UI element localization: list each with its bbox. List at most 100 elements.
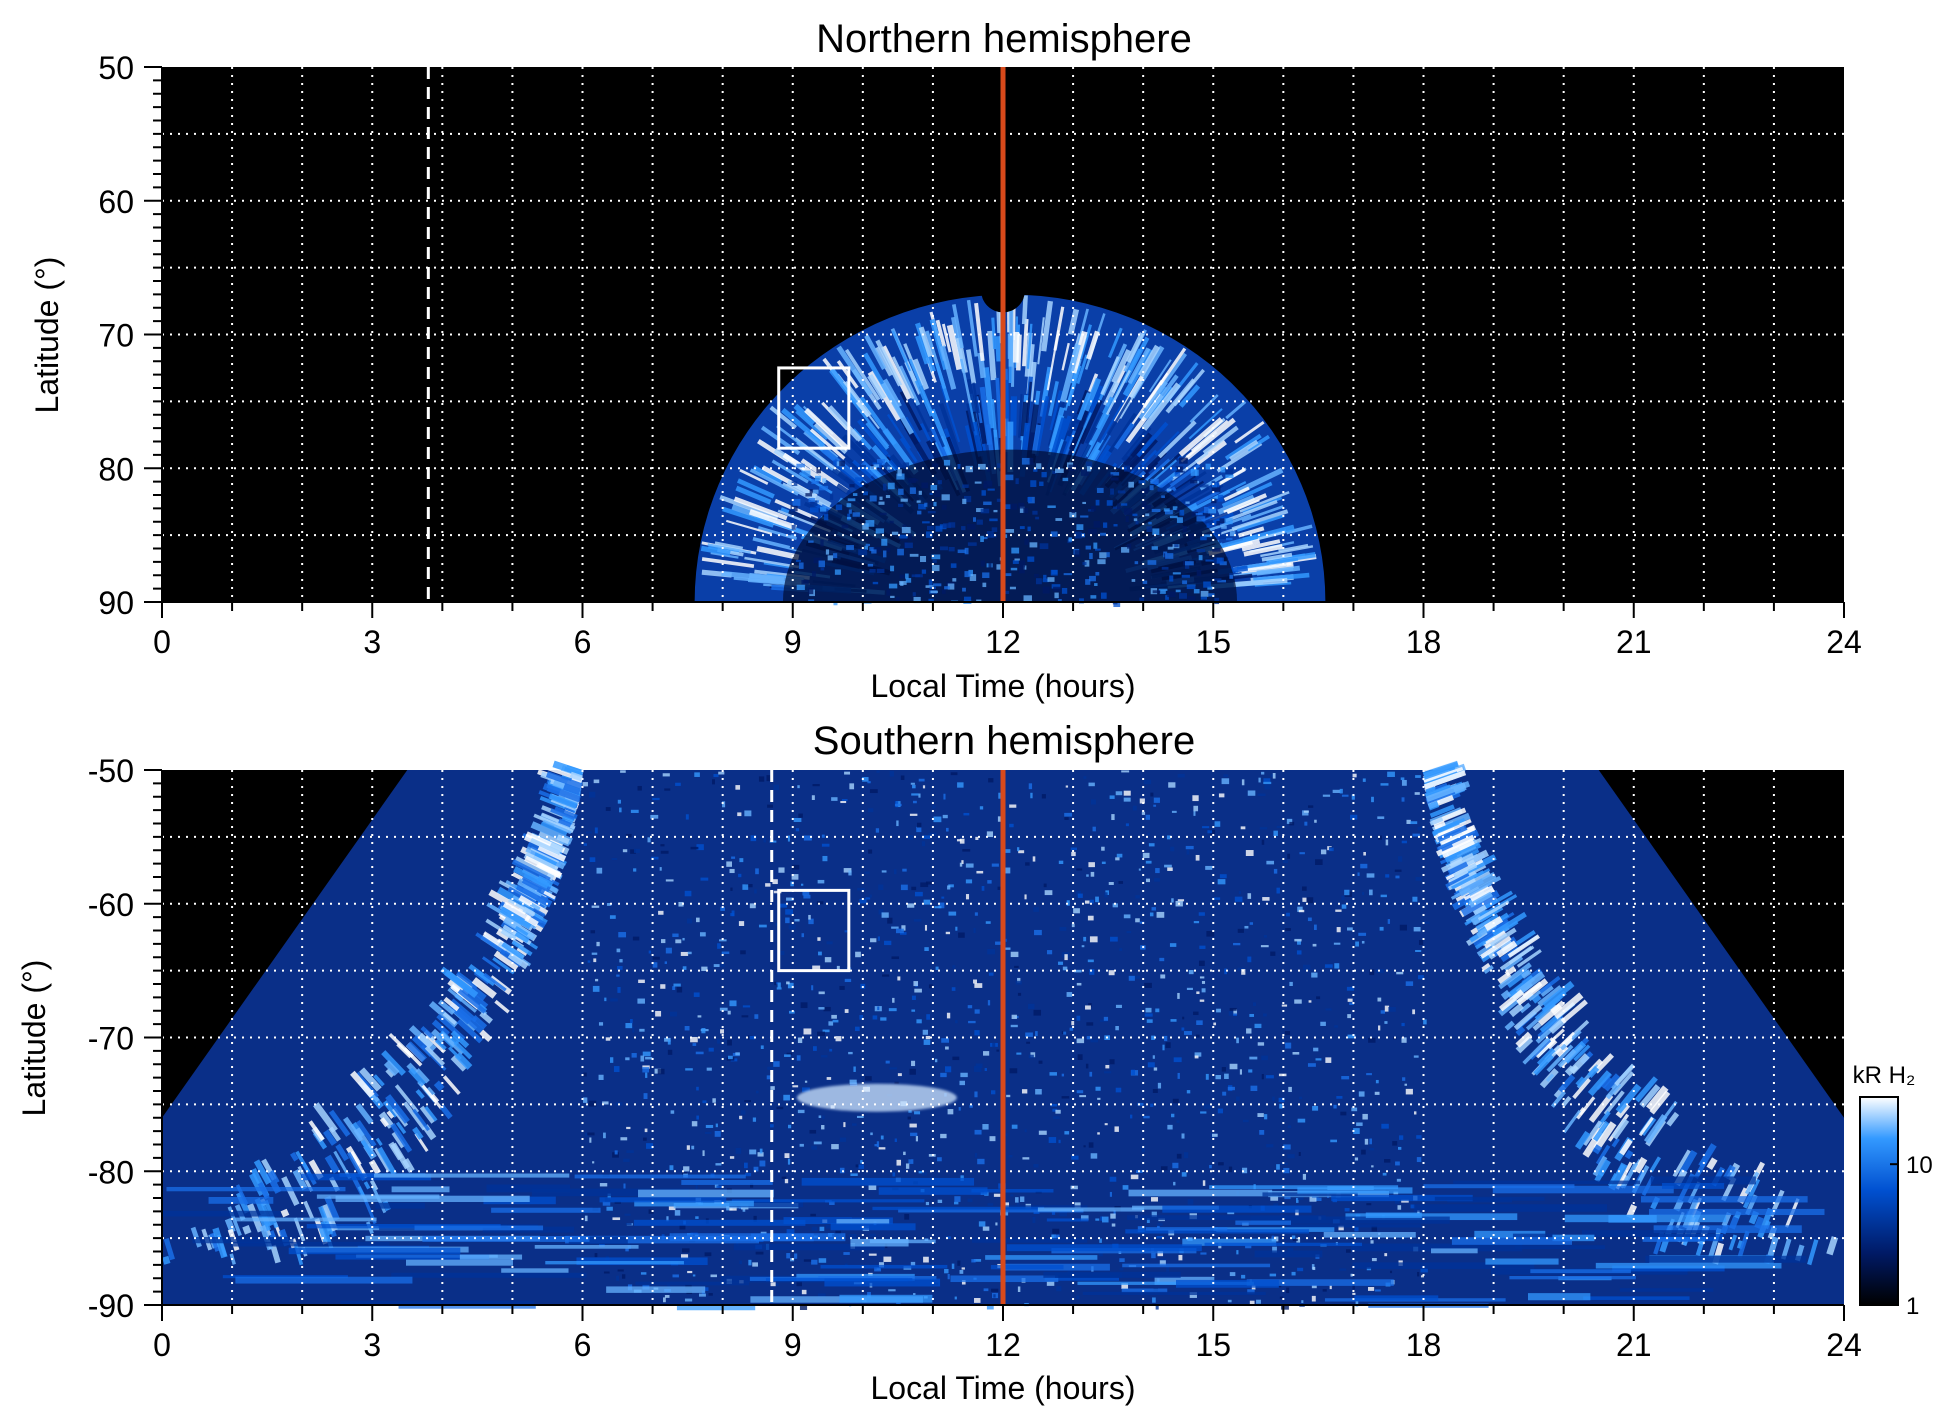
north-speckle	[929, 492, 933, 495]
south-arc-streak	[515, 883, 553, 908]
south-speckle	[1276, 887, 1280, 894]
south-speckle	[1311, 1264, 1315, 1270]
south-speckle	[680, 951, 689, 956]
north-streak	[915, 335, 930, 365]
north-speckle	[896, 473, 905, 480]
south-speckle	[821, 843, 830, 847]
south-speckle	[1109, 795, 1115, 799]
x-tick-label: 6	[574, 1327, 592, 1363]
south-speckle	[918, 793, 921, 798]
south-speckle	[1394, 1199, 1400, 1204]
north-speckle	[1041, 471, 1047, 478]
south-polar-streak	[681, 1179, 773, 1185]
north-speckle	[808, 599, 815, 603]
south-speckle	[596, 867, 603, 874]
south-speckle	[1352, 1292, 1356, 1295]
south-speckle	[878, 1147, 886, 1150]
north-speckle	[881, 538, 888, 546]
south-polar-streak	[1175, 1279, 1279, 1288]
south-speckle	[821, 834, 825, 838]
south-speckle	[1279, 1296, 1284, 1299]
south-polar-streak	[235, 1217, 377, 1222]
south-speckle	[1177, 1072, 1180, 1079]
south-arc-streak	[537, 831, 565, 848]
south-arc-streak	[1728, 1234, 1738, 1251]
south-polar-streak	[1297, 1187, 1413, 1194]
north-ylabel: Latitude (°)	[29, 257, 65, 414]
north-speckle	[1074, 550, 1081, 557]
north-streak	[966, 299, 978, 357]
south-arc-streak	[450, 998, 478, 1023]
north-streak	[892, 356, 915, 400]
south-speckle	[1038, 1060, 1043, 1064]
north-streak	[1012, 331, 1020, 363]
north-streak	[995, 336, 1002, 362]
north-speckle	[846, 545, 854, 550]
south-speckle	[910, 1261, 916, 1266]
north-speckle	[798, 562, 804, 569]
south-polar-streak	[414, 1225, 544, 1231]
north-streak	[1225, 400, 1247, 420]
south-arc-streak	[1477, 900, 1510, 921]
south-arc-streak	[1614, 1063, 1636, 1087]
south-speckle	[902, 868, 907, 872]
south-arc-streak	[1483, 965, 1494, 974]
south-speckle	[1194, 1055, 1199, 1059]
south-speckle	[655, 1010, 662, 1017]
north-speckle	[791, 481, 798, 486]
south-speckle	[1200, 1252, 1207, 1255]
north-speckle	[937, 480, 942, 485]
south-speckle	[1283, 1167, 1290, 1174]
south-speckle	[704, 1252, 712, 1257]
south-speckle	[700, 877, 709, 881]
south-speckle	[691, 1121, 698, 1127]
south-speckle	[1302, 886, 1307, 891]
south-polar-streak	[1365, 1212, 1422, 1219]
south-arc-streak	[1481, 962, 1491, 971]
north-speckle	[900, 538, 908, 541]
south-speckle	[811, 795, 815, 800]
south-speckle	[1137, 1102, 1144, 1106]
south-speckle	[1405, 1088, 1413, 1095]
south-speckle	[1147, 832, 1150, 836]
south-speckle	[759, 1160, 766, 1167]
x-tick-label: 15	[1195, 624, 1231, 660]
north-speckle	[1011, 547, 1020, 554]
south-speckle	[900, 884, 908, 891]
north-speckle	[1179, 457, 1188, 464]
south-speckle	[624, 1213, 631, 1216]
south-speckle	[1123, 790, 1131, 796]
south-speckle	[1382, 1172, 1387, 1176]
south-speckle	[1123, 914, 1131, 919]
north-streak	[700, 545, 731, 556]
north-speckle	[1176, 517, 1183, 523]
north-speckle	[1167, 546, 1174, 550]
south-speckle	[957, 1260, 961, 1266]
north-streak	[1202, 425, 1239, 455]
south-arc-streak	[1599, 1075, 1613, 1089]
north-streak	[1234, 421, 1265, 444]
south-arc-streak	[415, 1089, 425, 1099]
south-speckle	[1034, 929, 1042, 936]
south-speckle	[1058, 860, 1064, 865]
south-speckle	[973, 1259, 982, 1262]
south-speckle	[660, 939, 666, 944]
south-speckle	[1196, 1020, 1203, 1025]
south-arc-streak	[456, 1018, 483, 1044]
north-speckle	[922, 521, 930, 524]
south-speckle	[1371, 796, 1374, 803]
north-speckle	[822, 478, 827, 483]
south-speckle	[974, 1152, 978, 1158]
south-speckle	[1205, 1073, 1209, 1080]
north-speckle	[933, 583, 942, 587]
south-arc-streak	[536, 875, 554, 888]
south-speckle	[1014, 965, 1019, 968]
south-arc-streak	[521, 878, 546, 894]
south-speckle	[1369, 889, 1373, 896]
south-speckle	[993, 1294, 996, 1298]
south-speckle	[1032, 856, 1036, 862]
south-arc-streak	[537, 862, 562, 877]
north-speckle	[1100, 592, 1107, 599]
south-speckle	[1306, 897, 1314, 904]
south-speckle	[1126, 931, 1132, 934]
